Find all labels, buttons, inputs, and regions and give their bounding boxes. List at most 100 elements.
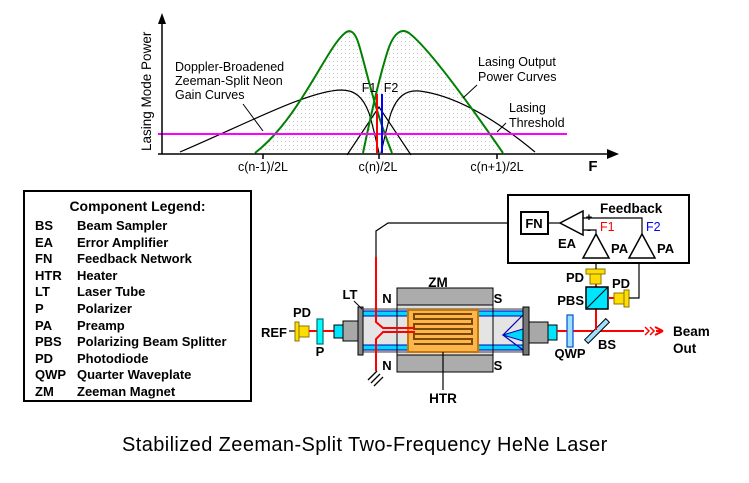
legend-row-pa: PA Preamp bbox=[25, 318, 250, 335]
photodiode-ref bbox=[294, 321, 310, 342]
tube-end-right bbox=[522, 306, 530, 356]
legend-abbr: LT bbox=[35, 284, 50, 300]
pa2-label: PA bbox=[657, 241, 675, 256]
s-bottom-label: S bbox=[494, 358, 503, 373]
legend-row-p: P Polarizer bbox=[25, 301, 250, 318]
fn-to-heater-wire bbox=[375, 222, 521, 257]
legend-desc: Preamp bbox=[77, 317, 125, 333]
ea-label: EA bbox=[558, 236, 577, 251]
beam-out-arrow bbox=[654, 326, 664, 336]
page-title: Stabilized Zeeman-Split Two-Frequency He… bbox=[122, 434, 608, 456]
legend-abbr: FN bbox=[35, 251, 53, 267]
lt-leader-line bbox=[353, 300, 363, 310]
pd-top-label: PD bbox=[566, 270, 584, 285]
fn-label: FN bbox=[525, 216, 542, 231]
legend-row-qwp: QWP Quarter Waveplate bbox=[25, 367, 250, 384]
beam-out-label-line1: Beam bbox=[673, 324, 710, 339]
legend-abbr: PA bbox=[35, 317, 53, 333]
legend-desc: Polarizer bbox=[77, 300, 132, 316]
feedback-wires bbox=[548, 217, 643, 234]
legend-desc: Quarter Waveplate bbox=[77, 367, 192, 383]
x-axis-label: F bbox=[588, 158, 597, 175]
legend-row-fn: FN Feedback Network bbox=[25, 251, 250, 268]
legend-row-ea: EA Error Amplifier bbox=[25, 235, 250, 252]
gain-fill-right bbox=[363, 31, 503, 154]
f2-signal-label: F2 bbox=[646, 220, 661, 234]
legend-abbr: BS bbox=[35, 218, 54, 233]
y-axis-label: Lasing Mode Power bbox=[139, 31, 154, 151]
rear-stem bbox=[342, 320, 359, 342]
lt-label: LT bbox=[343, 287, 358, 302]
legend-row-pbs: PBS Polarizing Beam Splitter bbox=[25, 334, 250, 351]
legend-desc: Beam Sampler bbox=[77, 218, 168, 233]
pd-ref-label: PD bbox=[293, 305, 311, 320]
s-top-label: S bbox=[494, 291, 503, 306]
legend-desc: Zeeman Magnet bbox=[77, 383, 176, 399]
rear-mirror bbox=[333, 324, 344, 339]
legend-desc: Polarizing Beam Splitter bbox=[77, 334, 227, 350]
n-top-label: N bbox=[382, 291, 391, 306]
p-label: P bbox=[316, 344, 325, 359]
photodiode-f1 bbox=[585, 268, 606, 285]
output-annotation-line2: Power Curves bbox=[478, 70, 557, 84]
pa1-label: PA bbox=[611, 241, 629, 256]
legend-abbr: P bbox=[35, 300, 44, 316]
qwp-plate bbox=[566, 314, 574, 348]
pbs-label: PBS bbox=[557, 293, 584, 308]
front-mirror bbox=[547, 324, 558, 341]
bs-plate bbox=[583, 317, 611, 345]
legend-row-pd: PD Photodiode bbox=[25, 351, 250, 368]
ea-minus-sign: - bbox=[587, 224, 591, 236]
lasing-output-curves bbox=[179, 89, 536, 156]
legend-abbr: PBS bbox=[35, 334, 62, 350]
legend-row-htr: HTR Heater bbox=[25, 268, 250, 285]
f1-signal-label: F1 bbox=[600, 220, 615, 234]
heater-drive-wires bbox=[375, 257, 415, 371]
chart-axes bbox=[158, 23, 609, 159]
f1-mode-label: F1 bbox=[362, 81, 377, 95]
gain-curves bbox=[254, 30, 504, 154]
beam-break-chevrons bbox=[644, 326, 656, 336]
pd-right-label: PD bbox=[612, 276, 630, 291]
legend-desc: Feedback Network bbox=[77, 251, 192, 267]
ea-amplifier bbox=[558, 209, 584, 237]
legend-abbr: EA bbox=[35, 234, 54, 250]
pbs-diagonal bbox=[586, 287, 608, 309]
gain-annotation-line1: Doppler-Broadened bbox=[175, 60, 284, 74]
pa-amplifier-f2 bbox=[627, 232, 657, 259]
beam-out-label-line2: Out bbox=[673, 341, 697, 356]
x-axis-arrow bbox=[607, 149, 619, 159]
x-tick-label-1: c(n)/2L bbox=[359, 160, 398, 174]
threshold-annotation-line2: Threshold bbox=[509, 116, 565, 130]
legend-row-lt: LT Laser Tube bbox=[25, 284, 250, 301]
legend-abbr: HTR bbox=[35, 267, 62, 283]
heater bbox=[407, 309, 479, 353]
legend-row-zm: ZM Zeeman Magnet bbox=[25, 384, 250, 401]
gain-annotation-line2: Zeeman-Split Neon bbox=[175, 74, 283, 88]
laser-schematic: Feedback FN + - EA F1 F2 PA PA PD PD PBS… bbox=[261, 194, 710, 406]
gain-annotation-line3: Gain Curves bbox=[175, 88, 244, 102]
x-tick-label-0: c(n-1)/2L bbox=[238, 160, 288, 174]
threshold-annotation-line1: Lasing bbox=[509, 101, 546, 115]
ea-plus-sign: + bbox=[586, 212, 592, 224]
legend-desc: Photodiode bbox=[77, 350, 149, 366]
legend-abbr: ZM bbox=[35, 383, 54, 399]
zm-label: ZM bbox=[428, 275, 448, 290]
output-annotation-line1: Lasing Output bbox=[478, 55, 556, 69]
component-legend-box: Component Legend: BS Beam Sampler EA Error… bbox=[23, 190, 252, 402]
legend-abbr: PD bbox=[35, 350, 54, 366]
legend-desc: Laser Tube bbox=[77, 284, 146, 300]
legend-abbr: QWP bbox=[35, 367, 67, 383]
photodiode-f2 bbox=[613, 289, 630, 308]
qwp-label: QWP bbox=[554, 346, 585, 361]
feedback-label: Feedback bbox=[600, 201, 663, 216]
f2-mode-label: F2 bbox=[384, 81, 399, 95]
component-legend-title: Component Legend: bbox=[69, 198, 206, 214]
pa-amplifier-f1 bbox=[581, 232, 611, 259]
annotation-leaders bbox=[242, 84, 507, 133]
bs-label: BS bbox=[598, 337, 616, 352]
ref-label: REF bbox=[261, 325, 287, 340]
n-bottom-label: N bbox=[382, 358, 391, 373]
